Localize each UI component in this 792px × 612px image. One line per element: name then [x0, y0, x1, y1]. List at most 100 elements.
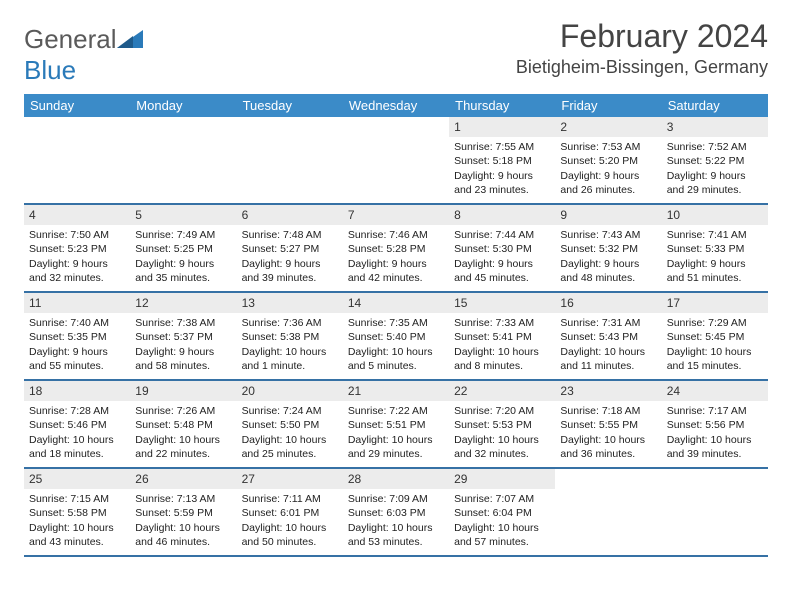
day-cell: 10Sunrise: 7:41 AMSunset: 5:33 PMDayligh… — [662, 205, 768, 291]
daylight-text: Daylight: 10 hours and 22 minutes. — [135, 433, 231, 461]
day-number — [130, 117, 236, 137]
day-body: Sunrise: 7:28 AMSunset: 5:46 PMDaylight:… — [24, 401, 130, 465]
day-cell: 2Sunrise: 7:53 AMSunset: 5:20 PMDaylight… — [555, 117, 661, 203]
sunrise-text: Sunrise: 7:22 AM — [348, 404, 444, 418]
day-cell — [130, 117, 236, 203]
sunset-text: Sunset: 6:03 PM — [348, 506, 444, 520]
sunset-text: Sunset: 5:43 PM — [560, 330, 656, 344]
day-number: 28 — [343, 469, 449, 489]
sunset-text: Sunset: 5:51 PM — [348, 418, 444, 432]
day-body: Sunrise: 7:49 AMSunset: 5:25 PMDaylight:… — [130, 225, 236, 289]
day-body: Sunrise: 7:07 AMSunset: 6:04 PMDaylight:… — [449, 489, 555, 553]
day-body: Sunrise: 7:53 AMSunset: 5:20 PMDaylight:… — [555, 137, 661, 201]
daylight-text: Daylight: 9 hours and 55 minutes. — [29, 345, 125, 373]
daylight-text: Daylight: 10 hours and 11 minutes. — [560, 345, 656, 373]
sunrise-text: Sunrise: 7:24 AM — [242, 404, 338, 418]
day-cell: 16Sunrise: 7:31 AMSunset: 5:43 PMDayligh… — [555, 293, 661, 379]
day-cell — [24, 117, 130, 203]
sunset-text: Sunset: 5:46 PM — [29, 418, 125, 432]
day-cell: 8Sunrise: 7:44 AMSunset: 5:30 PMDaylight… — [449, 205, 555, 291]
daylight-text: Daylight: 10 hours and 43 minutes. — [29, 521, 125, 549]
day-cell: 18Sunrise: 7:28 AMSunset: 5:46 PMDayligh… — [24, 381, 130, 467]
day-body: Sunrise: 7:15 AMSunset: 5:58 PMDaylight:… — [24, 489, 130, 553]
sunrise-text: Sunrise: 7:17 AM — [667, 404, 763, 418]
day-number: 4 — [24, 205, 130, 225]
sunset-text: Sunset: 5:20 PM — [560, 154, 656, 168]
month-title: February 2024 — [516, 18, 768, 55]
sunrise-text: Sunrise: 7:33 AM — [454, 316, 550, 330]
day-cell: 28Sunrise: 7:09 AMSunset: 6:03 PMDayligh… — [343, 469, 449, 555]
day-number: 6 — [237, 205, 343, 225]
sunrise-text: Sunrise: 7:18 AM — [560, 404, 656, 418]
daylight-text: Daylight: 10 hours and 29 minutes. — [348, 433, 444, 461]
day-number: 11 — [24, 293, 130, 313]
daylight-text: Daylight: 10 hours and 50 minutes. — [242, 521, 338, 549]
day-number: 21 — [343, 381, 449, 401]
day-body: Sunrise: 7:22 AMSunset: 5:51 PMDaylight:… — [343, 401, 449, 465]
sunrise-text: Sunrise: 7:31 AM — [560, 316, 656, 330]
sunrise-text: Sunrise: 7:46 AM — [348, 228, 444, 242]
week-row: 11Sunrise: 7:40 AMSunset: 5:35 PMDayligh… — [24, 293, 768, 381]
logo-text-general: General — [24, 24, 117, 54]
sunrise-text: Sunrise: 7:11 AM — [242, 492, 338, 506]
day-body: Sunrise: 7:20 AMSunset: 5:53 PMDaylight:… — [449, 401, 555, 465]
daylight-text: Daylight: 9 hours and 26 minutes. — [560, 169, 656, 197]
sunset-text: Sunset: 5:32 PM — [560, 242, 656, 256]
daylight-text: Daylight: 9 hours and 32 minutes. — [29, 257, 125, 285]
daylight-text: Daylight: 10 hours and 39 minutes. — [667, 433, 763, 461]
weekday-header: Sunday — [24, 94, 130, 117]
day-number — [237, 117, 343, 137]
week-row: 25Sunrise: 7:15 AMSunset: 5:58 PMDayligh… — [24, 469, 768, 557]
day-body: Sunrise: 7:26 AMSunset: 5:48 PMDaylight:… — [130, 401, 236, 465]
day-number — [662, 469, 768, 489]
location: Bietigheim-Bissingen, Germany — [516, 57, 768, 78]
day-number: 13 — [237, 293, 343, 313]
day-cell: 4 Sunrise: 7:50 AMSunset: 5:23 PMDaylight… — [24, 205, 130, 291]
sunset-text: Sunset: 5:40 PM — [348, 330, 444, 344]
daylight-text: Daylight: 10 hours and 53 minutes. — [348, 521, 444, 549]
day-body: Sunrise: 7:43 AMSunset: 5:32 PMDaylight:… — [555, 225, 661, 289]
day-cell — [237, 117, 343, 203]
weekday-header: Wednesday — [343, 94, 449, 117]
sunrise-text: Sunrise: 7:53 AM — [560, 140, 656, 154]
calendar-body: 1Sunrise: 7:55 AMSunset: 5:18 PMDaylight… — [24, 117, 768, 557]
day-cell: 22Sunrise: 7:20 AMSunset: 5:53 PMDayligh… — [449, 381, 555, 467]
day-cell: 7Sunrise: 7:46 AMSunset: 5:28 PMDaylight… — [343, 205, 449, 291]
triangle-icon — [117, 24, 143, 55]
daylight-text: Daylight: 9 hours and 48 minutes. — [560, 257, 656, 285]
sunset-text: Sunset: 6:01 PM — [242, 506, 338, 520]
daylight-text: Daylight: 9 hours and 45 minutes. — [454, 257, 550, 285]
day-cell: 25Sunrise: 7:15 AMSunset: 5:58 PMDayligh… — [24, 469, 130, 555]
day-number: 17 — [662, 293, 768, 313]
sunrise-text: Sunrise: 7:28 AM — [29, 404, 125, 418]
daylight-text: Daylight: 10 hours and 15 minutes. — [667, 345, 763, 373]
sunrise-text: Sunrise: 7:48 AM — [242, 228, 338, 242]
sunset-text: Sunset: 5:30 PM — [454, 242, 550, 256]
sunrise-text: Sunrise: 7:41 AM — [667, 228, 763, 242]
day-body: Sunrise: 7:31 AMSunset: 5:43 PMDaylight:… — [555, 313, 661, 377]
daylight-text: Daylight: 9 hours and 23 minutes. — [454, 169, 550, 197]
daylight-text: Daylight: 10 hours and 46 minutes. — [135, 521, 231, 549]
sunset-text: Sunset: 5:53 PM — [454, 418, 550, 432]
day-cell: 6Sunrise: 7:48 AMSunset: 5:27 PMDaylight… — [237, 205, 343, 291]
sunrise-text: Sunrise: 7:49 AM — [135, 228, 231, 242]
day-number: 25 — [24, 469, 130, 489]
day-number: 16 — [555, 293, 661, 313]
sunrise-text: Sunrise: 7:35 AM — [348, 316, 444, 330]
day-body: Sunrise: 7:46 AMSunset: 5:28 PMDaylight:… — [343, 225, 449, 289]
sunrise-text: Sunrise: 7:50 AM — [29, 228, 125, 242]
sunrise-text: Sunrise: 7:13 AM — [135, 492, 231, 506]
day-body: Sunrise: 7:52 AMSunset: 5:22 PMDaylight:… — [662, 137, 768, 201]
sunset-text: Sunset: 5:41 PM — [454, 330, 550, 344]
day-cell: 3Sunrise: 7:52 AMSunset: 5:22 PMDaylight… — [662, 117, 768, 203]
day-number: 27 — [237, 469, 343, 489]
day-cell: 5Sunrise: 7:49 AMSunset: 5:25 PMDaylight… — [130, 205, 236, 291]
sunset-text: Sunset: 5:28 PM — [348, 242, 444, 256]
sunset-text: Sunset: 5:22 PM — [667, 154, 763, 168]
day-number: 29 — [449, 469, 555, 489]
day-body: Sunrise: 7:35 AMSunset: 5:40 PMDaylight:… — [343, 313, 449, 377]
sunset-text: Sunset: 5:23 PM — [29, 242, 125, 256]
day-cell: 13Sunrise: 7:36 AMSunset: 5:38 PMDayligh… — [237, 293, 343, 379]
day-cell: 17Sunrise: 7:29 AMSunset: 5:45 PMDayligh… — [662, 293, 768, 379]
sunrise-text: Sunrise: 7:07 AM — [454, 492, 550, 506]
